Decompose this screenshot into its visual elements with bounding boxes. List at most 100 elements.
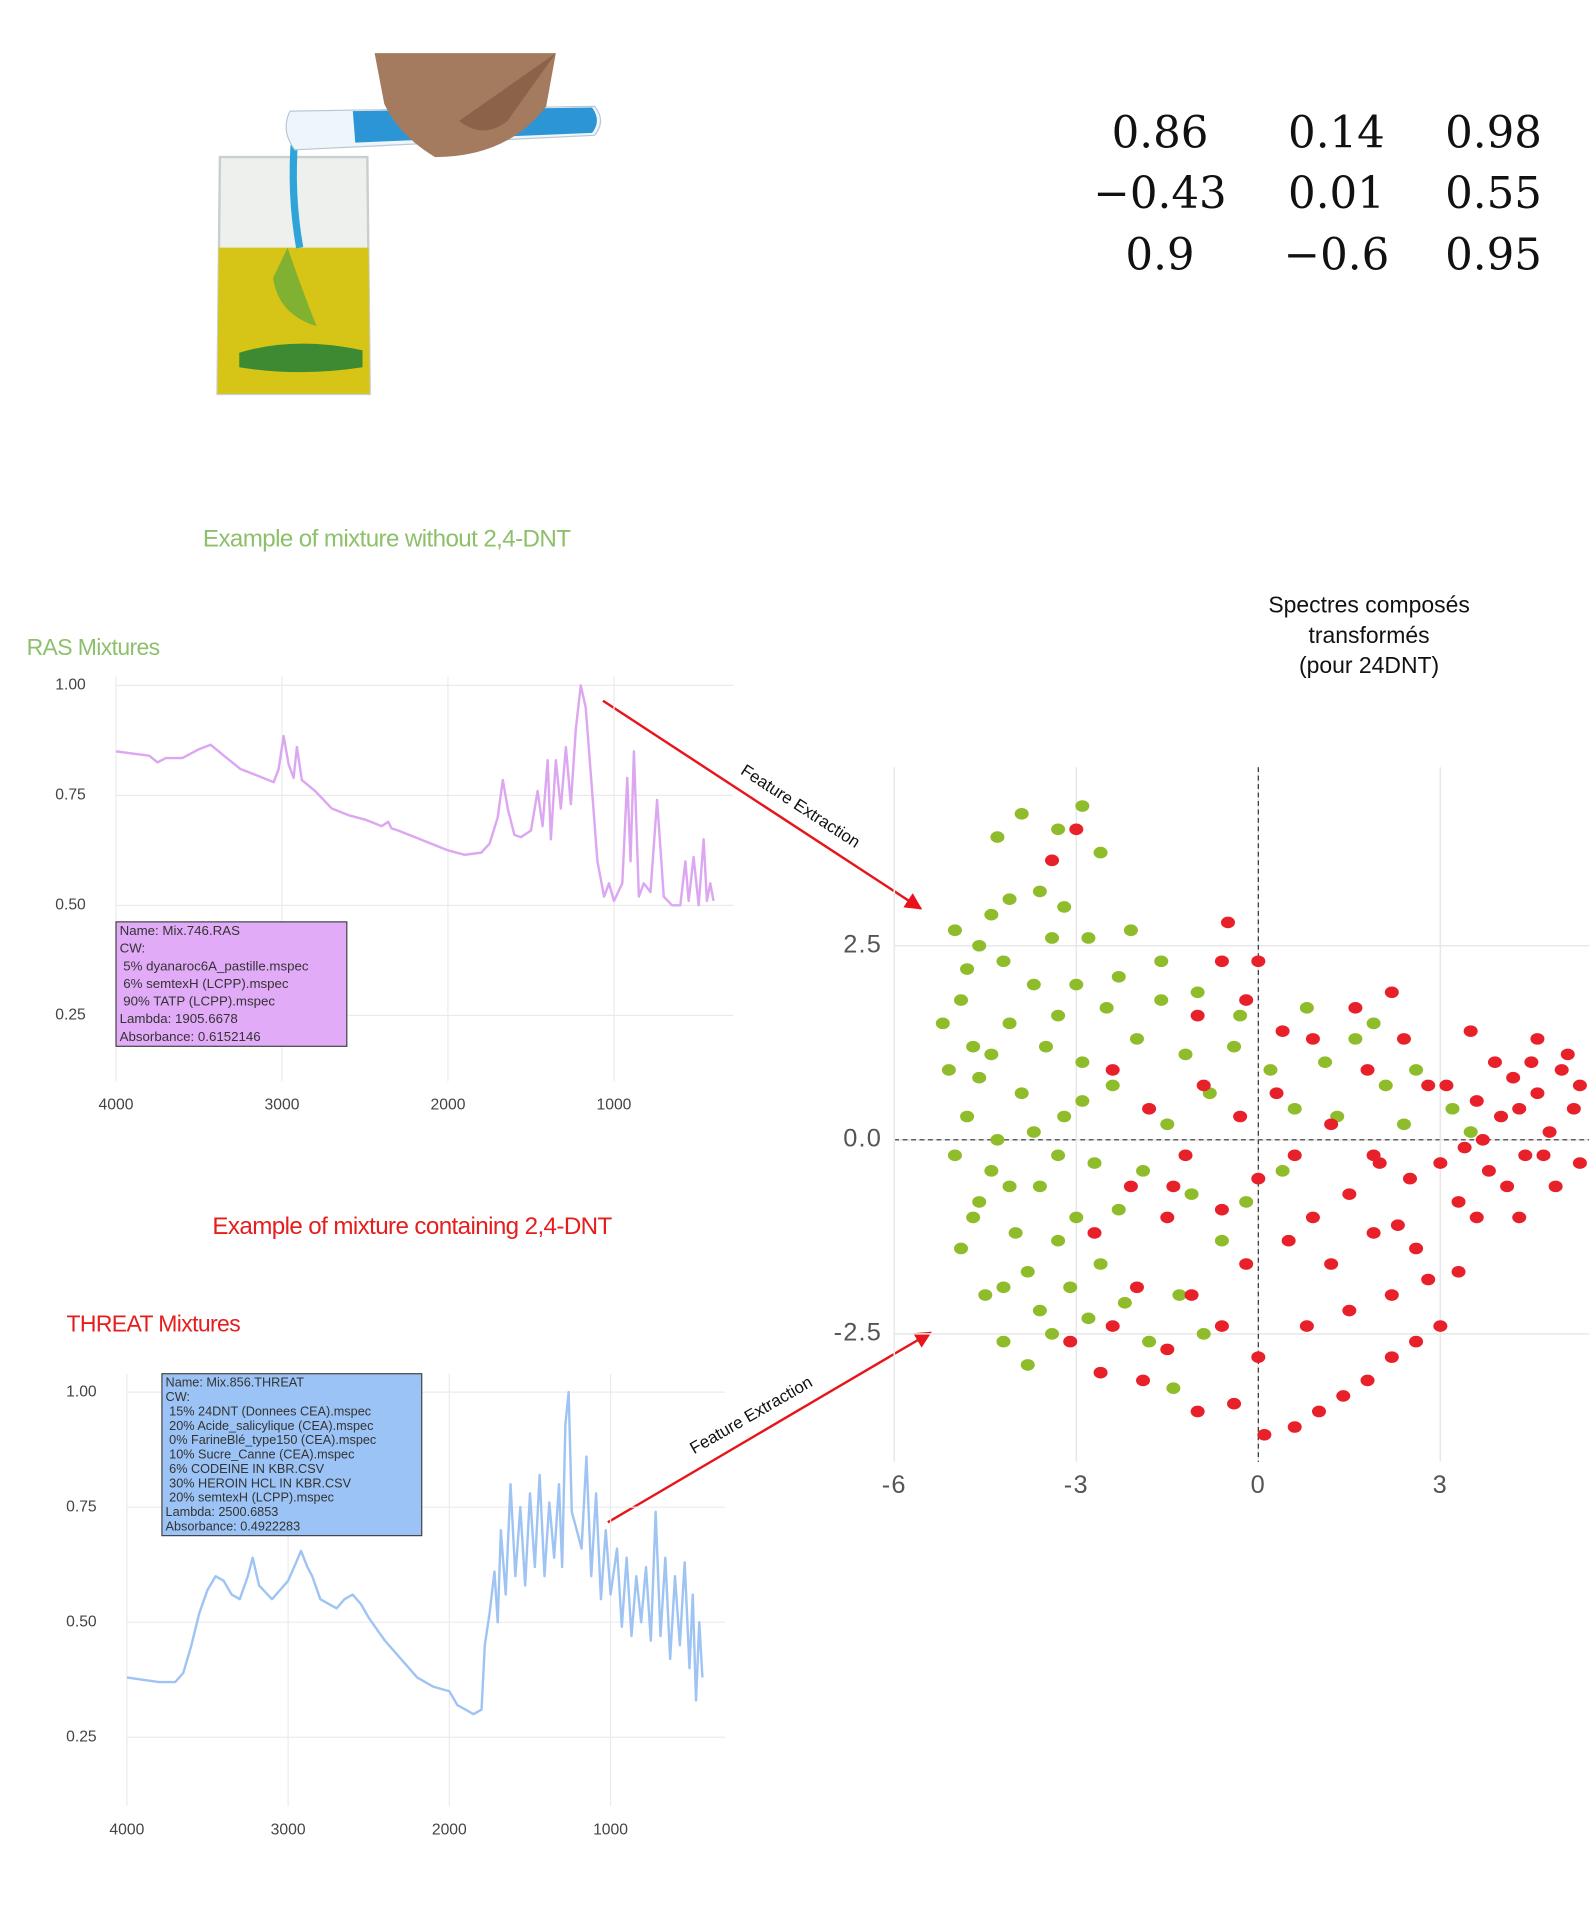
point [1512,1211,1527,1224]
point [1057,1110,1072,1123]
point [1020,1359,1035,1371]
point [966,1040,981,1053]
point [1075,1095,1090,1107]
point [1324,1118,1339,1131]
point [1530,1033,1545,1045]
point [1166,1180,1181,1193]
point [1305,1033,1320,1045]
point [984,908,999,921]
point [1572,1079,1587,1092]
point [972,1071,987,1084]
point [1342,1304,1357,1317]
point [1251,1172,1266,1185]
point [1214,955,1229,968]
point [1154,994,1169,1006]
point [1318,1056,1333,1068]
point [1099,1002,1114,1014]
point [1184,1188,1199,1200]
tooltip-line: 90% TATP (LCPP).mspec [123,994,275,1009]
point [972,1196,987,1208]
tooltip-box [161,1373,423,1537]
tooltip-line: CW: [166,1390,190,1404]
y-tick-label: 0.25 [66,1728,97,1745]
point [1008,1227,1023,1239]
point [1051,1234,1066,1247]
point [1051,1009,1066,1022]
point [1105,1079,1120,1092]
point [966,1211,981,1224]
point [1233,1110,1248,1123]
point [1123,924,1138,937]
point [1433,1320,1448,1332]
spectrum-line [115,684,715,907]
point [1038,1040,1053,1053]
point [1075,1056,1090,1068]
point [1554,1064,1569,1076]
tooltip-line: 10% Sucre_Canne (CEA).mspec [169,1448,354,1462]
point [1111,970,1126,983]
point [1178,1048,1193,1061]
point [954,994,969,1006]
point [1239,1196,1254,1208]
point [1463,1025,1478,1037]
point [1360,1374,1375,1387]
point [1360,1064,1375,1076]
point [1336,1390,1351,1402]
point [1069,1211,1084,1224]
matrix: 0.86 0.14 0.98 −0.43 0.01 0.55 0.9 −0.6 0.95 [1093,109,1542,281]
point [1566,1102,1581,1115]
point [1111,1203,1126,1216]
point [1032,1304,1047,1317]
point [1239,1258,1254,1270]
point [1214,1203,1229,1216]
chart-title: Spectres composés [1268,592,1469,618]
point [1457,1141,1472,1154]
tooltip-line: 30% HEROIN HCL IN KBR.CSV [169,1476,351,1490]
x-tick-label: 3 [1433,1471,1448,1499]
point [1002,1180,1017,1193]
point [1026,1126,1041,1138]
point [947,924,962,937]
tooltip-line: 6% semtexH (LCPP).mspec [123,976,289,991]
point [990,831,1005,843]
point [1287,1149,1302,1162]
tooltip-line: 6% CODEINE IN KBR.CSV [169,1462,324,1476]
heading-without: Example of mixture without 2,4-DNT [203,525,571,552]
point [1160,1118,1175,1131]
x-tick-label: 3000 [265,1097,300,1114]
point [1002,1017,1017,1030]
tooltip-line: Lambda: 1905.6678 [120,1011,238,1026]
point [1494,1110,1509,1123]
point [1239,994,1254,1006]
point [947,1149,962,1162]
point [1026,978,1041,991]
point [1451,1196,1466,1208]
point [954,1242,969,1255]
point [1390,1219,1405,1231]
tooltip-line: Lambda: 2500.6853 [166,1505,279,1519]
chart-title: RAS Mixtures [27,634,160,660]
point [1142,1335,1157,1348]
point [1087,1157,1102,1169]
point [1439,1079,1454,1092]
point [1384,1351,1399,1363]
tooltip-line: 20% Acide_salicylique (CEA).mspec [169,1419,373,1433]
arrow [602,699,923,910]
point [1324,1258,1339,1270]
point [1409,1064,1424,1076]
point [972,939,987,952]
point [1154,955,1169,968]
point [1002,893,1017,905]
point [996,955,1011,968]
point [1469,1211,1484,1224]
annotation: Feature Extraction [687,1372,816,1458]
point [1572,1157,1587,1169]
y-tick-label: 0.50 [66,1613,97,1630]
y-tick-label: 2.5 [843,930,882,958]
y-tick-label: -2.5 [834,1319,883,1347]
matrix-cell: 0.55 [1445,169,1542,219]
point [1045,1328,1060,1340]
point [1251,955,1266,968]
point [1123,1180,1138,1193]
